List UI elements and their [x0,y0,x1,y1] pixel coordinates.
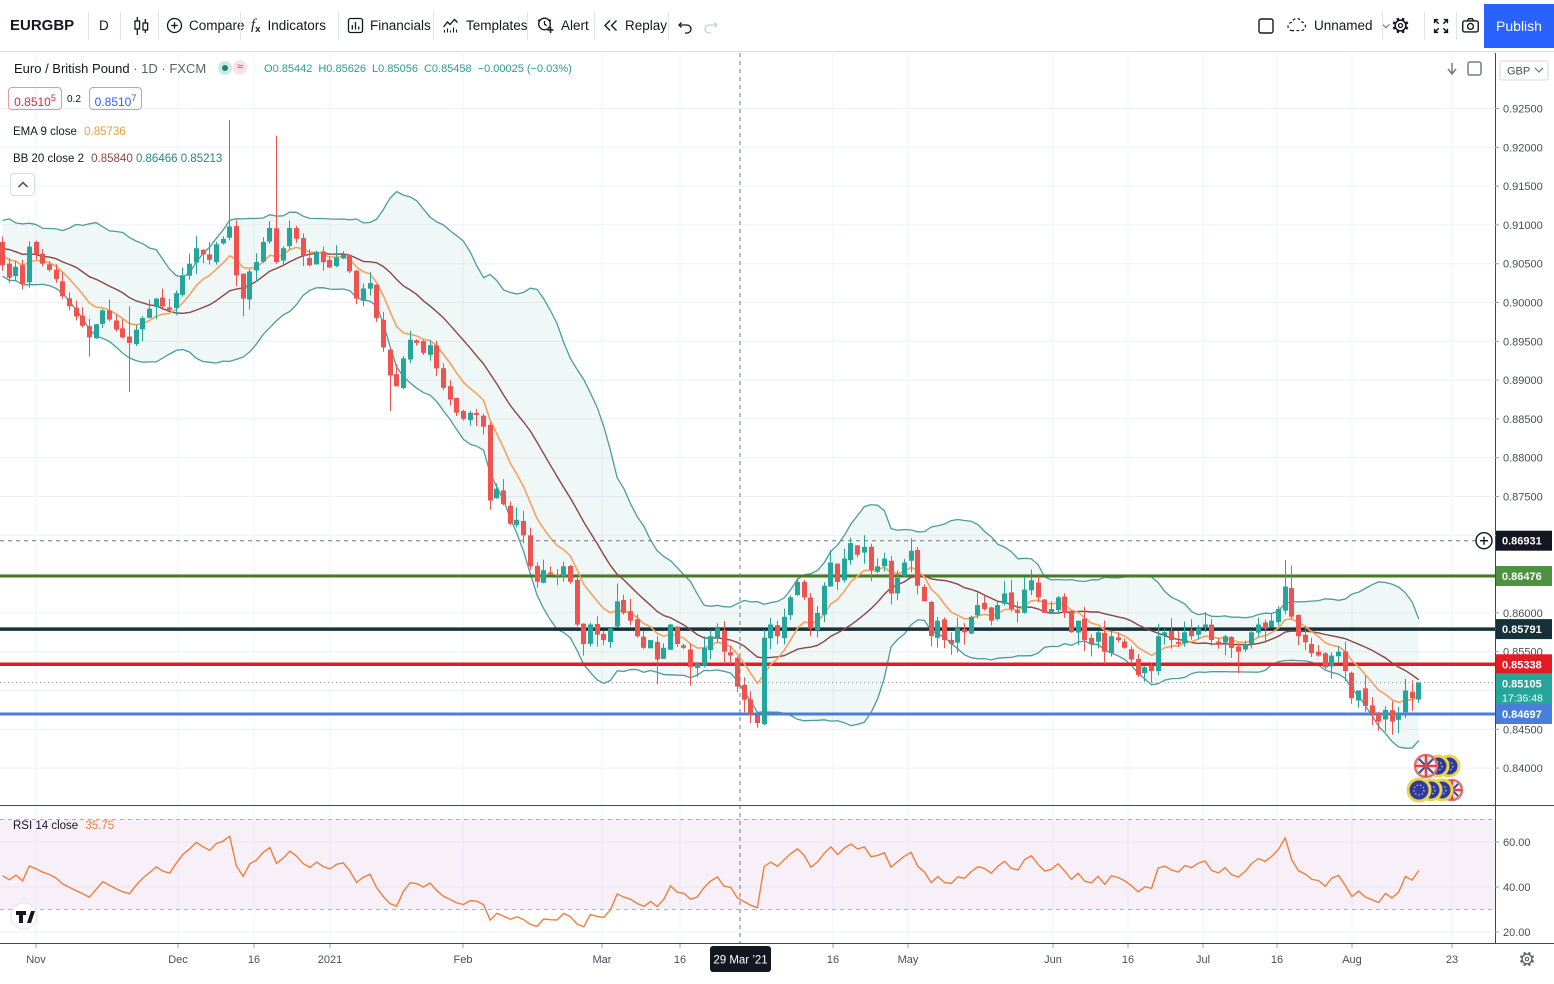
svg-text:Aug: Aug [1342,954,1362,966]
svg-text:0.91500: 0.91500 [1503,181,1543,193]
svg-text:GBP: GBP [1507,66,1530,78]
svg-text:16: 16 [1122,954,1134,966]
svg-text:May: May [898,954,919,966]
svg-text:Jun: Jun [1044,954,1062,966]
svg-text:16: 16 [1271,954,1283,966]
svg-text:Mar: Mar [593,954,612,966]
svg-text:0.89000: 0.89000 [1503,375,1543,387]
svg-text:16: 16 [674,954,686,966]
svg-text:16: 16 [248,954,260,966]
svg-text:0.86000: 0.86000 [1503,608,1543,620]
svg-text:17:36:48: 17:36:48 [1502,692,1543,704]
svg-text:0.85791: 0.85791 [1502,624,1542,636]
svg-text:0.86476: 0.86476 [1502,571,1542,583]
svg-text:16: 16 [827,954,839,966]
svg-text:0.85338: 0.85338 [1502,659,1542,671]
svg-text:0.92000: 0.92000 [1503,142,1543,154]
svg-text:Feb: Feb [454,954,473,966]
svg-text:0.92500: 0.92500 [1503,104,1543,116]
svg-text:0.84000: 0.84000 [1503,763,1543,775]
svg-text:0.89500: 0.89500 [1503,336,1543,348]
svg-text:20.00: 20.00 [1503,927,1531,939]
svg-text:23: 23 [1446,954,1458,966]
svg-text:0.87500: 0.87500 [1503,492,1543,504]
svg-text:2021: 2021 [318,954,342,966]
svg-text:0.90000: 0.90000 [1503,298,1543,310]
svg-text:40.00: 40.00 [1503,882,1531,894]
svg-text:Jul: Jul [1196,954,1210,966]
svg-text:0.88000: 0.88000 [1503,453,1543,465]
svg-text:Nov: Nov [26,954,46,966]
svg-text:0.84500: 0.84500 [1503,724,1543,736]
svg-text:0.88500: 0.88500 [1503,414,1543,426]
svg-text:0.91000: 0.91000 [1503,220,1543,232]
svg-text:60.00: 60.00 [1503,837,1531,849]
svg-text:0.85105: 0.85105 [1502,678,1542,690]
svg-text:0.84697: 0.84697 [1502,709,1542,721]
svg-text:Dec: Dec [168,954,188,966]
svg-text:0.86931: 0.86931 [1502,536,1542,548]
svg-text:29 Mar ’21: 29 Mar ’21 [713,955,767,967]
svg-text:0.90500: 0.90500 [1503,259,1543,271]
